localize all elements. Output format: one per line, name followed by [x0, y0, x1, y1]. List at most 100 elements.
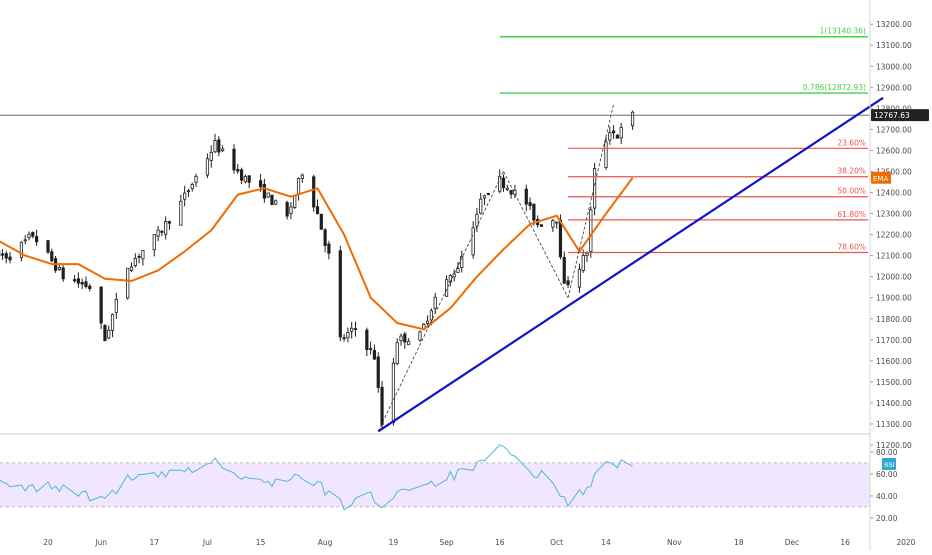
candle-body — [239, 169, 244, 181]
candle-body — [619, 127, 623, 139]
candle-body — [133, 257, 137, 267]
candle-body — [319, 213, 323, 230]
date-axis-label: 20 — [43, 538, 53, 547]
candle-body — [110, 313, 115, 331]
date-axis-label: 15 — [256, 538, 266, 547]
candle-body — [505, 187, 509, 190]
fib-level-label: 50.00% — [837, 187, 866, 196]
candle-body — [399, 335, 403, 342]
fib-level-label: 61.80% — [837, 210, 866, 219]
date-axis-label: Aug — [318, 538, 333, 547]
candle-body — [372, 350, 377, 360]
rsi-axis-label: 80.00 — [876, 448, 898, 457]
candle-body — [156, 229, 160, 237]
candle-body — [285, 202, 289, 217]
candle-body — [460, 256, 464, 269]
rsi-panel — [0, 444, 870, 511]
candle-body — [479, 198, 483, 214]
candle-body — [4, 253, 8, 259]
price-axis-label: 12400.00 — [876, 189, 912, 198]
candle-body — [27, 233, 31, 239]
candle-body — [103, 324, 107, 342]
candle-body — [365, 329, 369, 351]
candle-body — [232, 148, 236, 171]
candle-body — [566, 280, 570, 286]
candle-body — [179, 200, 183, 226]
candle-body — [107, 329, 111, 339]
price-axis-label: 12100.00 — [876, 252, 912, 261]
price-axis-label: 12000.00 — [876, 273, 912, 282]
rsi-tag-label: RSI — [884, 461, 895, 469]
candle-body — [562, 256, 566, 284]
candle-body — [323, 229, 327, 246]
candle-body — [539, 224, 544, 227]
candle-body — [258, 180, 263, 188]
rsi-axis-label: 20.00 — [876, 514, 898, 523]
candle-body — [35, 236, 39, 243]
candle-body — [376, 356, 380, 388]
axes-layer: 11200.00 11300.00 11400.00 11500.00 11600.00… — [43, 0, 929, 550]
candle-body — [266, 192, 270, 198]
candle-body — [391, 362, 396, 423]
date-axis-label: Jul — [202, 538, 212, 547]
candle-body — [315, 206, 320, 215]
candle-body — [183, 192, 187, 200]
candle-body — [293, 195, 297, 208]
price-axis-label: 11300.00 — [876, 420, 912, 429]
candle-body — [425, 320, 430, 324]
wave-dashed-line — [567, 104, 614, 298]
candle-body — [247, 175, 251, 183]
candle-body — [289, 206, 293, 214]
price-axis-label: 13000.00 — [876, 62, 912, 71]
fib-extension-label: 1(13140.36) — [820, 27, 866, 36]
date-axis-label: 16 — [495, 538, 505, 547]
candle-body — [80, 281, 84, 285]
candle-body — [630, 111, 635, 127]
candle-body — [23, 239, 27, 242]
candle-body — [274, 200, 278, 205]
candle-body — [471, 227, 475, 256]
candle-body — [19, 241, 24, 259]
candle-body — [31, 232, 35, 237]
candle-body — [513, 189, 517, 195]
candle-body — [236, 169, 240, 172]
overlays-layer: 0.786(12872.93) 1(13140.36) 23.60% 38.20% 50… — [0, 27, 884, 433]
date-axis-label: 2020 — [896, 538, 915, 547]
candle-body — [486, 192, 490, 195]
price-axis-label: 12600.00 — [876, 146, 912, 155]
candle-body — [84, 281, 88, 288]
date-axis-label: Dec — [785, 538, 800, 547]
candle-body — [581, 255, 585, 271]
candle-body — [46, 240, 50, 253]
last-price-value: 12767.63 — [874, 111, 910, 120]
candle-body — [551, 220, 555, 228]
wave-dashed-line — [377, 171, 504, 432]
wave-dashed-line — [503, 171, 569, 298]
candle-body — [380, 386, 384, 425]
candle-body — [194, 175, 198, 183]
date-axis-label: Sep — [440, 538, 454, 547]
candle-body — [262, 183, 266, 199]
candle-body — [611, 130, 616, 134]
price-axis-label: 11700.00 — [876, 336, 912, 345]
price-axis-label: 11900.00 — [876, 294, 912, 303]
candle-body — [433, 296, 437, 309]
candle-body — [342, 337, 346, 340]
candle-body — [72, 279, 77, 282]
candle-body — [8, 256, 12, 261]
candle-body — [137, 255, 141, 258]
date-axis-label: 16 — [840, 538, 850, 547]
candle-body — [221, 148, 225, 152]
candle-body — [528, 202, 532, 207]
candle-body — [350, 327, 354, 332]
candle-body — [129, 266, 134, 271]
date-axis-label: 17 — [150, 538, 160, 547]
candle-body — [164, 221, 168, 235]
candle-body — [270, 194, 274, 206]
candle-body — [167, 221, 172, 224]
candle-body — [498, 175, 502, 192]
price-axis-label: 11800.00 — [876, 315, 912, 324]
rsi-line — [0, 444, 633, 511]
candle-body — [50, 251, 54, 262]
